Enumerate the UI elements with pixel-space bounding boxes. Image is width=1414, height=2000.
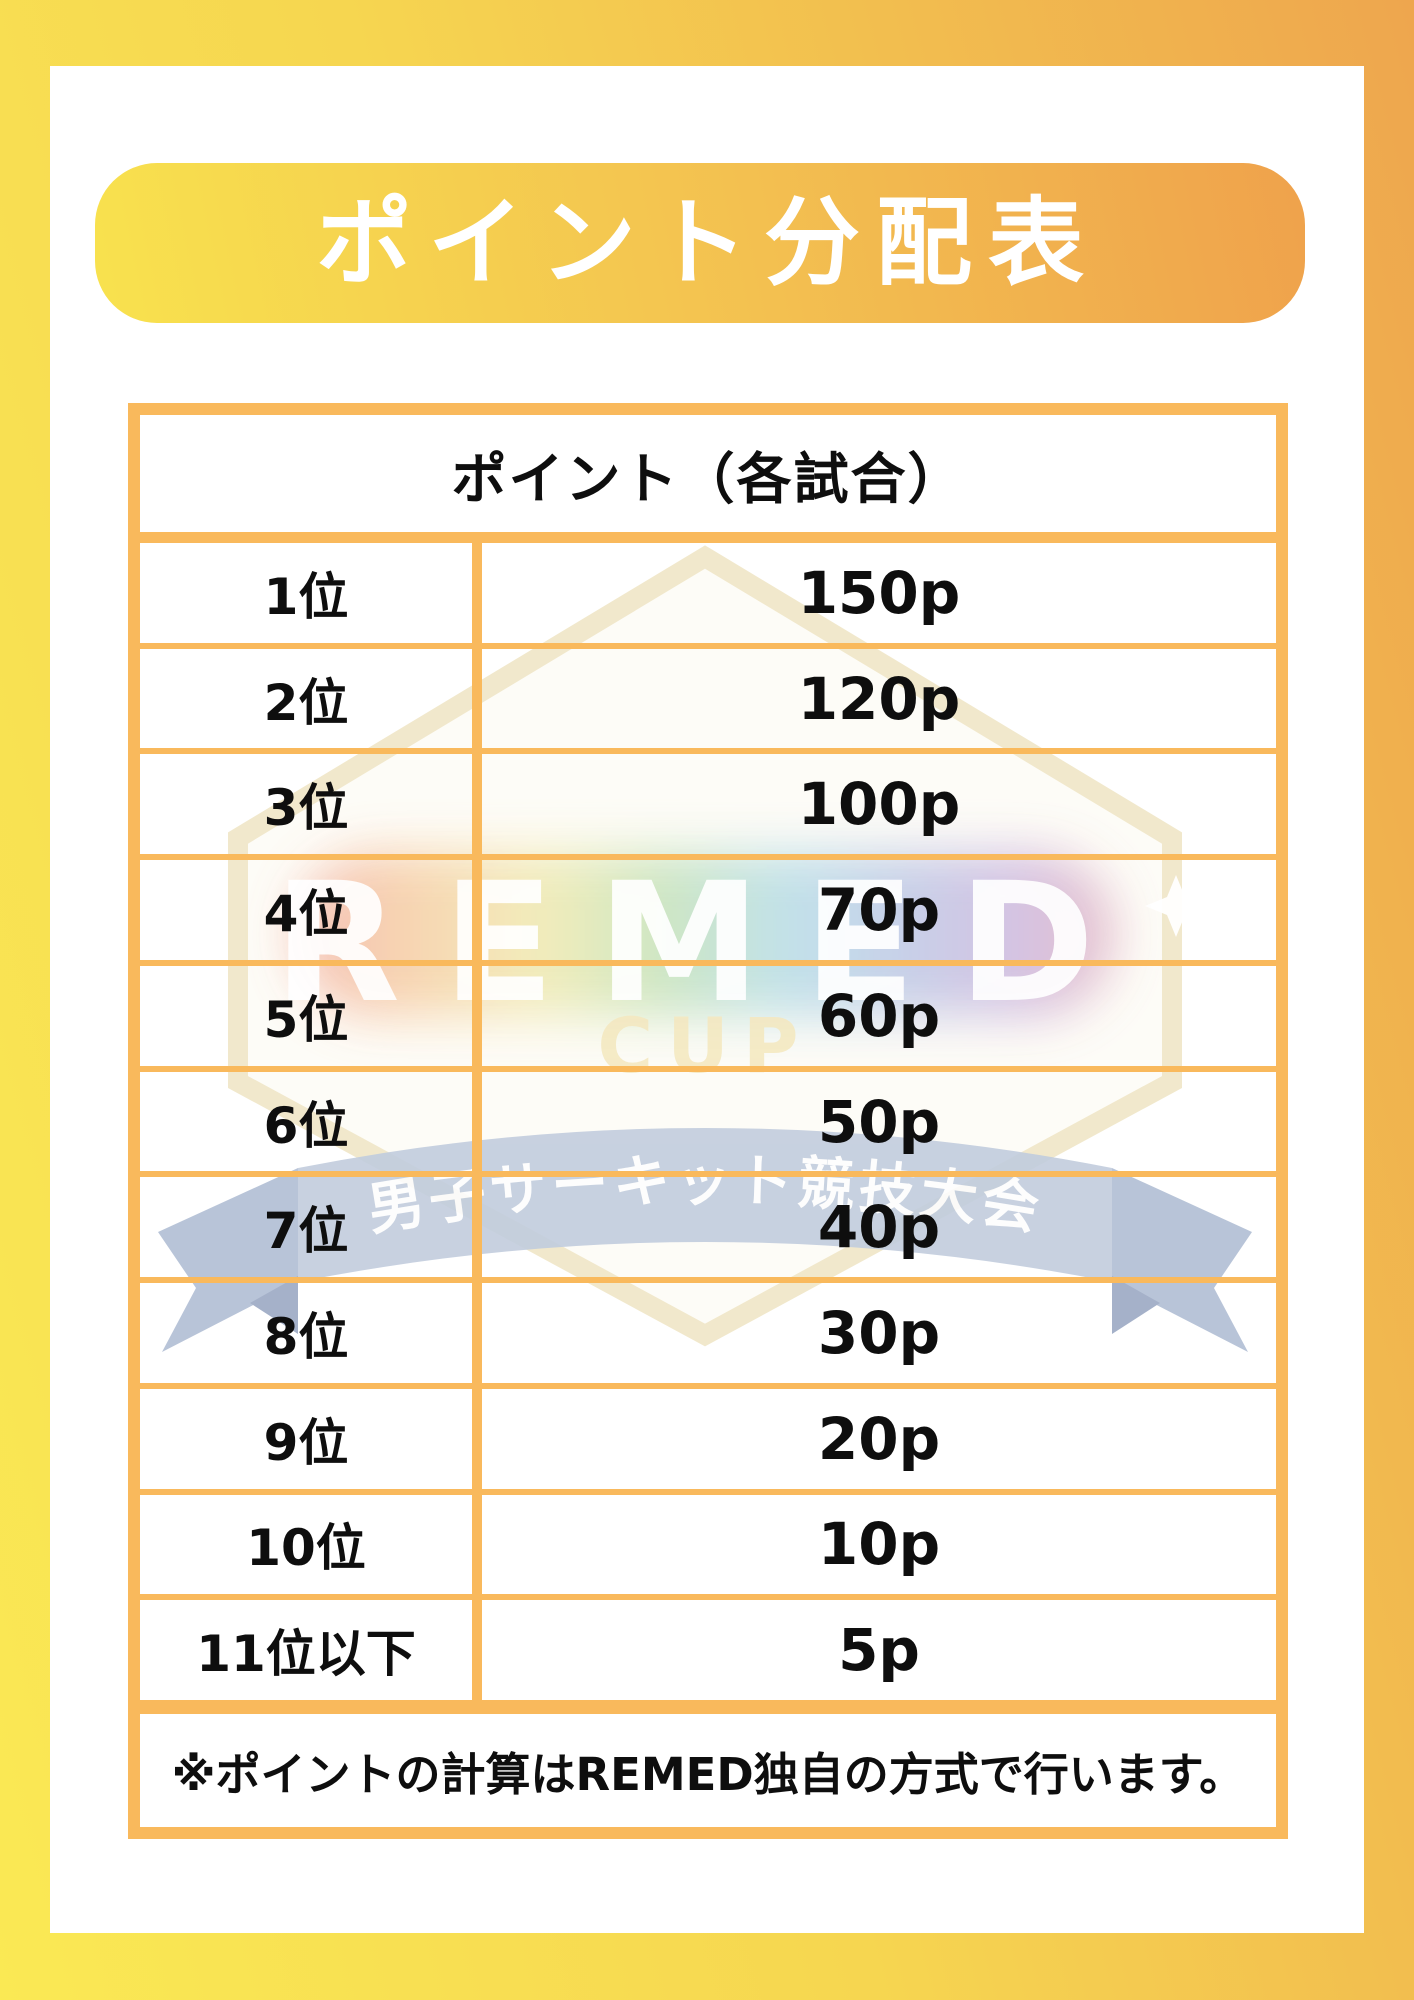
table-row: 6位 50p [140, 1071, 1276, 1178]
rank-cell: 10位 [140, 1494, 482, 1595]
table-footnote: ※ポイントの計算はREMED独自の方式で行います。 [140, 1700, 1276, 1827]
table-row: 10位 10p [140, 1494, 1276, 1601]
page-title: ポイント分配表 [316, 187, 1100, 299]
sparkle-icon [1145, 875, 1207, 937]
points-cell: 150p [797, 558, 961, 627]
rank-cell: 7位 [140, 1177, 482, 1278]
table-row: 7位 40p [140, 1177, 1276, 1284]
table-row: 5位 60p [140, 965, 1276, 1072]
rank-cell: 1位 [140, 543, 482, 643]
points-cell: 100p [797, 770, 961, 839]
table-row: 9位 20p [140, 1388, 1276, 1495]
rank-cell: 5位 [140, 965, 482, 1066]
points-cell: 30p [817, 1299, 941, 1367]
cup-logo-text: CUP [597, 1001, 812, 1090]
table-row: 2位 120p [140, 648, 1276, 755]
table-row: 3位 100p [140, 754, 1276, 861]
rank-cell: 2位 [140, 648, 482, 749]
rank-cell: 9位 [140, 1388, 482, 1489]
rainbow-glow [295, 852, 1115, 1017]
rank-cell: 4位 [140, 860, 482, 960]
points-cell: 5p [838, 1616, 920, 1685]
points-cell: 10p [817, 1510, 941, 1579]
points-cell: 70p [817, 876, 941, 945]
points-cell: 40p [817, 1193, 941, 1262]
points-cell: 20p [817, 1404, 941, 1473]
rank-cell: 6位 [140, 1071, 482, 1172]
table-header: ポイント（各試合） [140, 415, 1276, 543]
table-body: 1位 150p 2位 120p 3位 100p 4位 70p 5位 60p 6位… [140, 543, 1276, 1701]
points-cell: 50p [817, 1087, 941, 1156]
points-cell: 120p [797, 664, 961, 733]
rank-cell: 3位 [140, 754, 482, 855]
title-banner: ポイント分配表 [95, 163, 1305, 323]
remed-logo-text: REMED [273, 847, 1137, 1039]
table-row: 8位 30p [140, 1283, 1276, 1389]
rank-cell: 11位以下 [140, 1600, 482, 1701]
rank-cell: 8位 [140, 1283, 482, 1383]
table-row: 11位以下 5p [140, 1600, 1276, 1701]
table-row: 4位 70p [140, 860, 1276, 966]
points-cell: 60p [817, 981, 941, 1050]
points-table: ポイント（各試合） 1位 150p 2位 120p 3位 100p 4位 70p… [128, 403, 1288, 1839]
table-row: 1位 150p [140, 543, 1276, 649]
